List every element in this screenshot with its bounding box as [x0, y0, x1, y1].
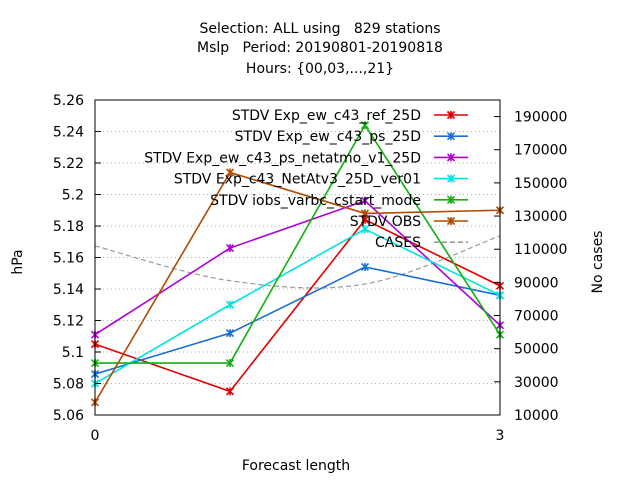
legend: STDV Exp_ew_c43_ref_25D STDV Exp_ew_c43_p… [144, 108, 468, 251]
y2-tick-label: 90000 [514, 275, 559, 291]
data-series [90, 121, 505, 407]
legend-label: STDV Exp_ew_c43_ps_netatmo_v1_25D [144, 150, 421, 166]
legend-marker [446, 174, 456, 183]
x-tick-label: 3 [496, 428, 505, 444]
y-tick-label: 5.06 [53, 408, 84, 424]
y-tick-label: 5.22 [53, 156, 84, 172]
series-line [94, 218, 501, 393]
y-tick-label: 5.12 [53, 314, 84, 330]
chart-title-line-1: Selection: ALL using 829 stations [199, 21, 441, 37]
x-tick-label: 0 [91, 428, 100, 444]
y2-tick-label: 130000 [514, 209, 567, 225]
y-tick-label: 5.2 [62, 188, 84, 204]
series-line [94, 266, 501, 375]
y2-tick-label: 150000 [514, 176, 567, 192]
y2-tick-label: 50000 [514, 342, 559, 358]
y2-tick-label: 190000 [514, 110, 567, 126]
legend-marker [446, 153, 456, 162]
data-point [225, 300, 235, 309]
y-tick-label: 5.16 [53, 251, 84, 267]
y-axis-ticks: 5.06 5.08 5.1 5.12 5.14 5.16 5.18 5.2 5.22 5.24 5.… [53, 93, 101, 424]
y2-axis-label: No cases [590, 231, 606, 294]
data-point [225, 329, 235, 338]
legend-marker [446, 195, 456, 204]
legend-label: STDV iobs_varbc_cstart_mode [210, 193, 421, 209]
y2-tick-label: 110000 [514, 242, 567, 258]
data-point [360, 262, 370, 272]
chart-title-line-2: Mslp Period: 20190801-20190818 [197, 40, 443, 56]
y-tick-label: 5.08 [53, 377, 84, 393]
data-point [225, 387, 235, 396]
data-point [360, 209, 370, 218]
legend-label: STDV Exp_ew_c43_ref_25D [232, 108, 421, 124]
chart-title-line-3: Hours: {00,03,...,21} [245, 61, 395, 77]
y-tick-label: 5.18 [53, 219, 84, 235]
y-axis-label: hPa [10, 249, 26, 274]
data-point [225, 358, 235, 368]
legend-label: STDV Exp_c43_NetAtv3_25D_ver01 [174, 172, 421, 188]
y-tick-label: 5.1 [62, 345, 84, 361]
x-axis-label: Forecast length [242, 458, 350, 474]
data-point [360, 196, 370, 205]
y2-tick-label: 10000 [514, 408, 559, 424]
data-point [360, 121, 370, 130]
data-point [225, 243, 235, 253]
legend-label: STDV OBS [350, 214, 421, 230]
y-tick-label: 5.14 [53, 282, 84, 298]
legend-label: CASES [375, 235, 421, 251]
y-tick-label: 5.24 [53, 125, 84, 141]
data-point [225, 168, 235, 177]
y2-tick-label: 70000 [514, 309, 559, 325]
legend-marker [446, 110, 456, 120]
y2-axis-ticks: 10000 30000 50000 70000 90000 110000 130000 150… [494, 110, 567, 424]
y-tick-label: 5.26 [53, 93, 84, 109]
legend-marker [446, 216, 456, 226]
legend-label: STDV Exp_ew_c43_ps_25D [235, 129, 421, 145]
y2-tick-label: 170000 [514, 143, 567, 159]
grid-lines [95, 131, 500, 384]
series-line [94, 171, 501, 403]
y2-tick-label: 30000 [514, 375, 559, 391]
series-line [94, 228, 501, 385]
data-point [360, 225, 370, 234]
series-line [95, 123, 501, 364]
legend-marker [446, 132, 456, 141]
